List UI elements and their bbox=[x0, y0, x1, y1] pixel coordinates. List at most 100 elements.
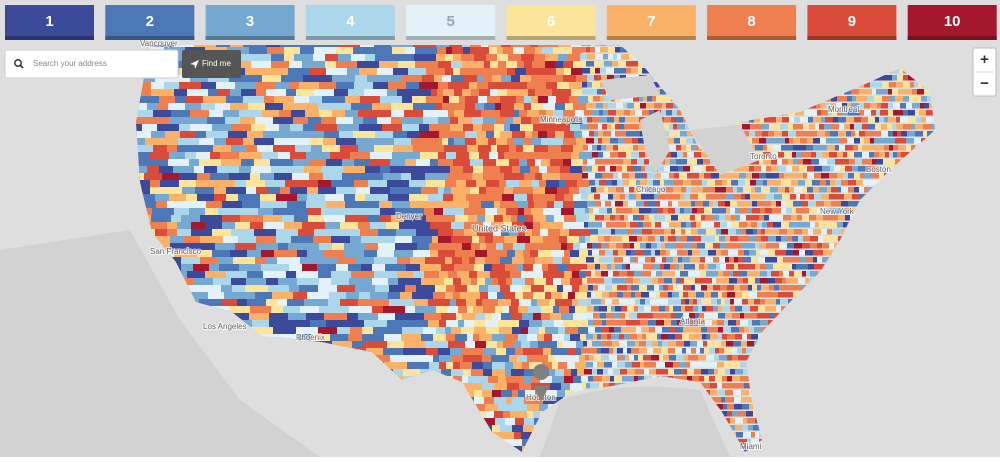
map-cell bbox=[794, 117, 801, 123]
map-cell bbox=[744, 383, 749, 389]
map-cell bbox=[563, 110, 576, 118]
map-cell bbox=[486, 229, 494, 237]
map-cell bbox=[538, 131, 548, 139]
map-cell bbox=[534, 145, 541, 153]
map-cell bbox=[571, 355, 580, 363]
map-cell bbox=[543, 257, 554, 265]
map-cell bbox=[612, 180, 618, 186]
map-cell bbox=[777, 159, 783, 165]
map-cell bbox=[727, 180, 732, 186]
map-cell bbox=[874, 152, 880, 158]
map-cell bbox=[512, 82, 522, 90]
map-cell bbox=[915, 110, 920, 116]
map-cell bbox=[579, 285, 589, 293]
map-cell bbox=[694, 236, 702, 242]
map-cell bbox=[495, 103, 502, 111]
map-cell bbox=[602, 376, 611, 382]
map-cell bbox=[610, 152, 619, 158]
map-cell bbox=[507, 383, 520, 391]
map-cell bbox=[633, 215, 640, 221]
map-cell bbox=[734, 397, 742, 403]
map-cell bbox=[518, 201, 529, 209]
map-cell bbox=[687, 173, 692, 179]
map-cell bbox=[604, 61, 613, 67]
map-cell bbox=[799, 250, 806, 256]
map-cell bbox=[837, 222, 844, 228]
map-cell bbox=[801, 152, 808, 158]
map-cell bbox=[659, 355, 664, 361]
map-cell bbox=[586, 166, 593, 172]
map-cell bbox=[604, 187, 609, 193]
map-cell bbox=[897, 131, 902, 137]
map-cell bbox=[624, 124, 632, 130]
map-cell bbox=[704, 313, 712, 319]
map-cell bbox=[679, 180, 684, 186]
map-cell bbox=[595, 215, 601, 221]
map-cell bbox=[702, 334, 707, 340]
map-cell bbox=[586, 362, 594, 368]
map-cell bbox=[615, 47, 621, 53]
map-cell bbox=[561, 145, 574, 153]
map-cell bbox=[819, 222, 825, 228]
map-cell bbox=[460, 362, 473, 370]
map-cell bbox=[830, 180, 836, 186]
map-cell bbox=[803, 236, 811, 242]
map-cell bbox=[744, 166, 750, 172]
map-cell bbox=[611, 264, 616, 270]
map-cell bbox=[769, 124, 776, 130]
map-cell bbox=[754, 166, 762, 172]
map-cell bbox=[538, 45, 546, 48]
map-cell bbox=[551, 250, 565, 258]
map-cell bbox=[433, 355, 440, 363]
map-cell bbox=[733, 390, 742, 396]
map-cell bbox=[704, 264, 709, 270]
map-cell bbox=[710, 390, 718, 396]
map-cell bbox=[535, 159, 542, 167]
map-cell bbox=[519, 110, 528, 118]
map-cell bbox=[553, 47, 567, 55]
map-cell bbox=[646, 334, 653, 340]
map-cell bbox=[471, 278, 478, 286]
map-cell bbox=[670, 250, 678, 256]
map-cell bbox=[653, 180, 661, 186]
map-cell bbox=[721, 229, 729, 235]
map-cell bbox=[492, 369, 506, 377]
map-cell bbox=[557, 187, 570, 195]
map-cell bbox=[646, 187, 655, 193]
map-cell bbox=[435, 285, 447, 293]
map-cell bbox=[488, 45, 502, 48]
map-cell bbox=[706, 390, 711, 396]
map-cell bbox=[527, 82, 535, 90]
map-cell bbox=[603, 152, 611, 158]
map-cell bbox=[520, 124, 534, 132]
map-cell bbox=[643, 173, 648, 179]
map-cell bbox=[781, 208, 787, 214]
map-cell bbox=[612, 341, 620, 347]
map-cell bbox=[437, 89, 444, 97]
map-cell bbox=[482, 299, 491, 307]
map-cell bbox=[443, 208, 453, 216]
map-cell bbox=[631, 250, 636, 256]
map-cell bbox=[599, 208, 608, 214]
map-cell bbox=[467, 250, 476, 258]
map-cell bbox=[897, 152, 902, 158]
map-cell bbox=[492, 390, 502, 398]
map-cell bbox=[474, 390, 483, 398]
map-cell bbox=[717, 383, 723, 389]
map-cell bbox=[580, 124, 588, 130]
map-cell bbox=[557, 264, 568, 272]
map-cell bbox=[652, 82, 660, 88]
map-cell bbox=[580, 264, 588, 270]
map-cell bbox=[651, 208, 658, 214]
map-cell bbox=[752, 285, 758, 291]
map-cell bbox=[671, 229, 676, 235]
map-cell bbox=[829, 236, 834, 242]
map-cell bbox=[589, 348, 598, 354]
map-cell bbox=[839, 145, 846, 151]
map-cell bbox=[918, 82, 923, 88]
map-cell bbox=[611, 201, 616, 207]
map-cell bbox=[650, 299, 658, 305]
map-cell bbox=[649, 264, 655, 270]
map-cell bbox=[785, 180, 792, 186]
map-cell bbox=[657, 299, 663, 305]
